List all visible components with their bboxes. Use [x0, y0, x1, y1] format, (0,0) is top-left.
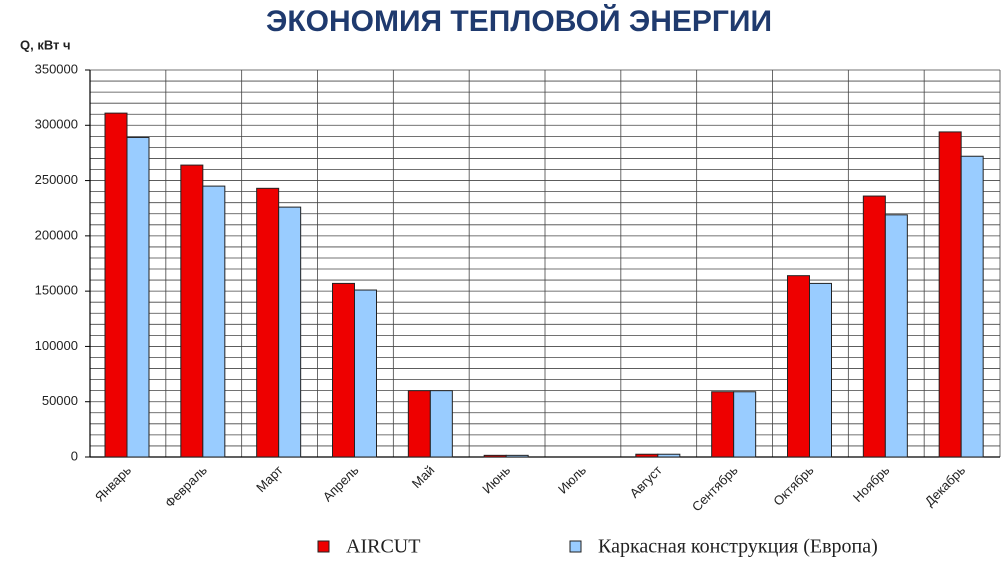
- y-tick-label: 100000: [35, 338, 78, 353]
- x-tick-label: Март: [253, 462, 286, 495]
- bar: [256, 187, 280, 458]
- bar: [657, 453, 681, 458]
- x-tick-label: Август: [627, 462, 665, 500]
- bar: [483, 454, 507, 458]
- x-tick-label: Октябрь: [770, 462, 816, 508]
- x-tick-label: Декабрь: [922, 462, 969, 509]
- bar: [505, 454, 529, 458]
- x-tick-label: Июнь: [479, 462, 513, 496]
- x-tick-label: Апрель: [320, 462, 362, 504]
- bar: [202, 185, 226, 458]
- x-tick-label: Февраль: [162, 462, 210, 510]
- bar: [429, 390, 453, 458]
- x-tick-label: Январь: [92, 462, 134, 504]
- bar: [180, 164, 204, 458]
- bar: [960, 155, 984, 458]
- bar: [407, 390, 431, 458]
- legend-label: AIRCUT: [346, 536, 420, 558]
- y-tick-label: 300000: [35, 117, 78, 132]
- bar: [711, 391, 735, 458]
- bar: [332, 282, 355, 458]
- y-tick-label: 150000: [35, 283, 78, 298]
- chart-title: ЭКОНОМИЯ ТЕПЛОВОЙ ЭНЕРГИИ: [266, 4, 772, 38]
- x-tick-label: Ноябрь: [850, 462, 893, 505]
- bar: [884, 214, 908, 458]
- bar: [733, 391, 757, 458]
- x-tick-label: Июль: [555, 462, 589, 496]
- bar: [787, 275, 810, 458]
- legend-label: Каркасная конструкция (Европа): [598, 536, 878, 558]
- y-axis-label: Q, кВт ч: [20, 37, 71, 52]
- bar: [126, 136, 150, 458]
- bar: [278, 206, 302, 458]
- bar: [809, 282, 832, 458]
- bar: [354, 289, 377, 458]
- y-tick-label: 50000: [42, 393, 78, 408]
- y-tick-label: 0: [71, 448, 78, 463]
- bar: [104, 112, 128, 458]
- legend-swatch: [569, 540, 582, 553]
- y-tick-label: 250000: [35, 172, 78, 187]
- y-tick-label: 200000: [35, 227, 78, 242]
- bar: [635, 453, 659, 458]
- y-tick-label: 350000: [35, 61, 78, 76]
- bar: [862, 195, 886, 458]
- x-tick-label: Май: [409, 463, 438, 492]
- legend-swatch: [317, 540, 330, 553]
- bar: [938, 131, 962, 458]
- x-tick-label: Сентябрь: [689, 462, 741, 514]
